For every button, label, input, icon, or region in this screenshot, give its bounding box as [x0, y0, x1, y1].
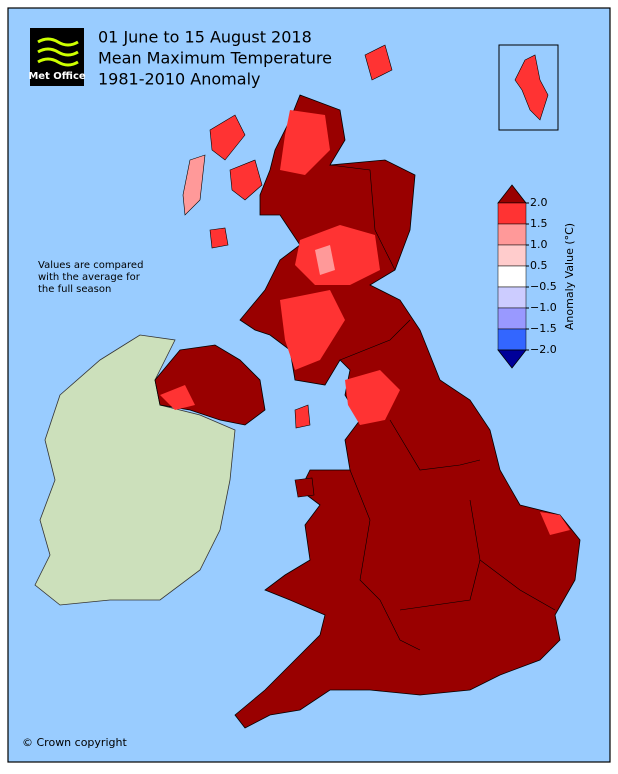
colorbar-tick-label: −0.5: [530, 280, 557, 293]
colorbar-band: [497, 244, 527, 267]
colorbar-band: [497, 223, 527, 246]
shetland: [514, 54, 549, 121]
island: [209, 227, 229, 249]
logo-text: Met Office: [28, 71, 86, 82]
note-line: with the average for: [38, 272, 141, 283]
note-line: the full season: [38, 284, 111, 295]
colorbar-tick-label: 0.5: [530, 259, 548, 272]
anomaly-patch: [280, 290, 345, 370]
skye: [229, 159, 263, 201]
colorbar-tick-label: 2.0: [530, 196, 548, 209]
colorbar-label: Anomaly Value (°C): [563, 223, 576, 330]
colorbar-tick-label: −1.0: [530, 301, 557, 314]
anomaly-patch: [345, 370, 400, 425]
region-boundaries: [329, 164, 556, 651]
anomaly-patch: [160, 385, 195, 410]
anomaly-patch: [540, 512, 570, 535]
anomaly-patch: [315, 245, 335, 275]
title-line: 01 June to 15 August 2018: [98, 28, 312, 47]
ireland: [34, 334, 236, 606]
colorbar-band: [497, 307, 527, 330]
colorbar-extend-low: [497, 349, 527, 369]
colorbar-band: [497, 202, 527, 225]
anglesey: [294, 477, 315, 498]
colorbar-tick-label: 1.5: [530, 217, 548, 230]
copyright: © Crown copyright: [22, 736, 127, 749]
anomaly-patch: [280, 110, 330, 175]
colorbar-band: [497, 286, 527, 309]
title-line: 1981-2010 Anomaly: [98, 70, 260, 89]
title-line: Mean Maximum Temperature: [98, 49, 332, 68]
western-isles: [209, 114, 246, 161]
island: [294, 404, 311, 429]
anomaly-patch: [295, 225, 380, 285]
orkney: [364, 44, 393, 81]
colorbar-band: [497, 328, 527, 351]
western-isles: [182, 154, 206, 216]
logo-waves: [37, 37, 79, 67]
note-line: Values are compared: [38, 260, 143, 271]
colorbar-band: [497, 265, 527, 288]
colorbar-tick-label: −1.5: [530, 322, 557, 335]
colorbar-tick-label: −2.0: [530, 343, 557, 356]
logo-box: [30, 28, 84, 86]
inset-frame: [498, 44, 559, 131]
colorbar-tick-label: 1.0: [530, 238, 548, 251]
